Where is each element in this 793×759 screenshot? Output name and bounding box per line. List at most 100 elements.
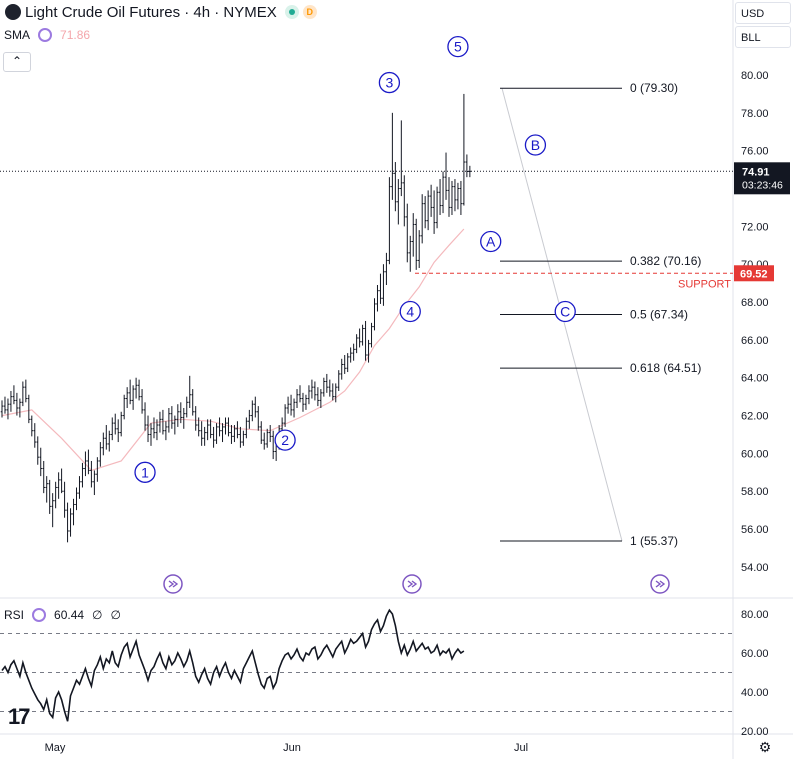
ohlc-bar	[27, 394, 31, 424]
price-tick-label: 68.00	[741, 297, 769, 309]
last-price-tag	[734, 162, 790, 195]
wave-labels[interactable]: 1 2 3 4 5 A B C	[134, 35, 576, 483]
ohlc-bar	[405, 203, 409, 263]
ohlc-bar	[221, 423, 224, 443]
ohlc-bar	[322, 377, 326, 397]
ohlc-bar	[385, 252, 388, 286]
ohlc-bar	[408, 235, 412, 272]
ohlc-bar	[403, 175, 406, 227]
settings-gear-icon[interactable]: ⚙	[758, 739, 772, 755]
ohlc-bar	[325, 373, 329, 393]
fib-level-label: 0 (79.30)	[630, 81, 678, 95]
symbol-icon	[5, 4, 21, 20]
wave-label-1: 1	[134, 461, 156, 483]
event-chevrons	[407, 580, 418, 588]
ohlc-bar	[286, 396, 290, 414]
currency-button[interactable]: USD	[735, 2, 791, 24]
ohlc-bar	[69, 508, 72, 537]
ohlc-bar	[328, 379, 332, 397]
ohlc-bar	[191, 389, 195, 416]
ohlc-bar	[265, 428, 269, 448]
ohlc-bar	[462, 93, 466, 206]
ohlc-bar	[212, 426, 215, 448]
ohlc-bar	[429, 184, 433, 217]
wave-text: 4	[406, 304, 414, 320]
ohlc-bar	[96, 457, 99, 482]
ohlc-bar	[444, 152, 448, 200]
ohlc-bar	[441, 171, 445, 214]
nav-arrows[interactable]	[163, 574, 670, 594]
ohlc-bar	[459, 180, 463, 216]
price-axis: 80.0078.0076.0074.0072.0070.0068.0066.00…	[0, 70, 790, 574]
event-chevrons	[168, 580, 179, 588]
price-tick-label: 60.00	[741, 448, 769, 460]
fib-level-label: 0.618 (64.51)	[630, 361, 701, 375]
ohlc-bar	[21, 381, 25, 407]
sma-legend[interactable]: SMA 71.86	[4, 25, 90, 45]
ohlc-bar	[304, 394, 308, 410]
ohlc-bar	[423, 196, 427, 229]
ohlc-bar	[209, 419, 212, 439]
event-marker-icon[interactable]	[402, 574, 422, 594]
ohlc-bar	[298, 385, 302, 403]
sma-line	[1, 228, 465, 472]
sma-settings-icon[interactable]	[38, 28, 53, 42]
fib-level-label: 1 (55.37)	[630, 534, 678, 548]
ohlc-bar	[93, 470, 96, 496]
rsi-label: RSI	[4, 608, 25, 622]
rsi-pane: 80.00 60.00 40.00 20.00	[0, 608, 769, 738]
symbol-title[interactable]: Light Crude Oil Futures · 4h · NYMEX	[25, 3, 277, 21]
time-axis: May Jun Jul	[45, 742, 528, 754]
ohlc-bar	[382, 264, 385, 306]
ohlc-bar	[447, 177, 451, 217]
ohlc-bar	[379, 273, 382, 304]
wave-circle	[134, 461, 156, 483]
ohlc-bar	[319, 389, 323, 408]
ohlc-bar	[233, 425, 236, 443]
ohlc-bar	[66, 502, 69, 543]
rsi-settings-icon[interactable]	[32, 608, 47, 622]
ohlc-bar	[164, 421, 168, 441]
ohlc-bar	[435, 186, 439, 229]
price-tick-label: 78.00	[741, 108, 769, 120]
ohlc-bar	[411, 213, 415, 257]
ohlc-bar	[239, 426, 242, 448]
ohlc-bar	[149, 423, 153, 446]
ohlc-bar	[63, 481, 66, 518]
ohlc-bar	[6, 398, 10, 420]
ohlc-bar	[110, 417, 114, 441]
collapse-legend-button[interactable]: ⌃	[3, 52, 31, 72]
wave-label-2: 2	[274, 429, 296, 451]
wave-label-A: A	[480, 230, 502, 253]
ohlc-bar	[173, 415, 177, 435]
price-tick-label: 54.00	[741, 562, 769, 574]
rsi-value: 60.44	[54, 608, 85, 622]
sma-label: SMA	[4, 28, 31, 42]
rsi-legend[interactable]: RSI 60.44 ∅ ∅	[4, 605, 121, 625]
ohlc-bar	[256, 406, 260, 431]
ohlc-bar	[334, 383, 338, 403]
ohlc-bar	[358, 328, 361, 348]
ohlc-bar	[215, 423, 218, 444]
ohlc-bar	[420, 194, 424, 244]
event-marker-icon[interactable]	[163, 574, 183, 594]
rsi-line	[1, 608, 465, 722]
ohlc-bar	[122, 394, 126, 420]
event-marker-icon[interactable]	[650, 574, 670, 594]
ohlc-bar	[197, 417, 200, 437]
ohlc-bar	[182, 407, 186, 429]
wave-label-B: B	[524, 134, 547, 156]
ohlc-bar	[152, 417, 156, 439]
ohlc-bar	[30, 415, 34, 437]
ohlc-bar	[60, 468, 63, 494]
ohlc-bar	[400, 120, 403, 197]
ohlc-bar	[340, 358, 344, 380]
price-tick-label: 62.00	[741, 411, 769, 423]
unit-button[interactable]: BLL	[735, 26, 791, 48]
ohlc-bar	[259, 421, 263, 444]
ohlc-bar	[155, 419, 159, 441]
fib-level-label: 0.382 (70.16)	[630, 254, 701, 268]
rsi-tick-label: 60.00	[741, 648, 769, 660]
ohlc-bar	[81, 462, 84, 488]
